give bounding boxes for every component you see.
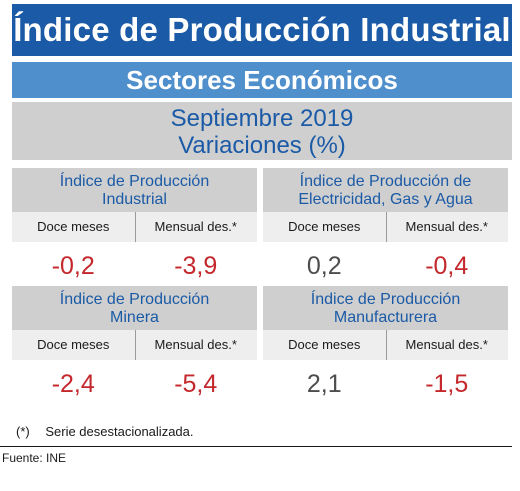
footnote: (*) Serie desestacionalizada. <box>16 424 194 439</box>
card-minera: Índice de Producción Minera Doce meses M… <box>12 286 257 410</box>
card-title-line2: Minera <box>110 309 159 326</box>
card-manufacturera: Índice de Producción Manufacturera Doce … <box>263 286 508 410</box>
source-label: Fuente: INE <box>2 451 67 465</box>
column-header-mensual: Mensual des.* <box>154 219 237 234</box>
card-industrial: Índice de Producción Industrial Doce mes… <box>12 168 257 292</box>
footnote-text: Serie desestacionalizada. <box>45 424 194 439</box>
value-mensual: -0,4 <box>425 252 469 280</box>
column-header-doce-meses: Doce meses <box>288 219 361 234</box>
card-title-line1: Índice de Producción de <box>299 173 472 190</box>
card-title: Índice de Producción Manufacturera <box>263 286 508 330</box>
subtitle-banner: Sectores Económicos <box>12 62 512 98</box>
value-mensual: -3,9 <box>174 252 218 280</box>
card-electricidad: Índice de Producción de Electricidad, Ga… <box>263 168 508 292</box>
main-title-banner: Índice de Producción Industrial <box>12 4 512 56</box>
period-month: Septiembre 2019 <box>170 105 354 132</box>
value-mensual: -5,4 <box>174 370 218 398</box>
card-title-line1: Índice de Producción <box>59 291 210 308</box>
footnote-mark: (*) <box>16 424 30 439</box>
column-divider <box>385 212 387 242</box>
card-title: Índice de Producción de Electricidad, Ga… <box>263 168 508 212</box>
column-divider <box>134 330 136 360</box>
period-unit: Variaciones (%) <box>178 132 346 159</box>
card-title-line2: Manufacturera <box>333 309 438 326</box>
card-title-line1: Índice de Producción <box>59 173 210 190</box>
card-title: Índice de Producción Minera <box>12 286 257 330</box>
period-header: Septiembre 2019 Variaciones (%) <box>12 102 512 160</box>
column-divider <box>134 212 136 242</box>
card-title-line2: Electricidad, Gas y Agua <box>298 191 473 208</box>
column-divider <box>385 330 387 360</box>
value-mensual: -1,5 <box>425 370 469 398</box>
main-title: Índice de Producción Industrial <box>13 11 511 48</box>
column-header-mensual: Mensual des.* <box>154 337 237 352</box>
subtitle: Sectores Económicos <box>126 64 398 95</box>
column-header-mensual: Mensual des.* <box>405 337 488 352</box>
column-header-mensual: Mensual des.* <box>405 219 488 234</box>
column-header-doce-meses: Doce meses <box>37 219 110 234</box>
card-title-line1: Índice de Producción <box>310 291 461 308</box>
divider-line <box>0 446 512 447</box>
value-doce-meses: 2,1 <box>306 370 342 398</box>
value-doce-meses: -2,4 <box>51 370 95 398</box>
card-title: Índice de Producción Industrial <box>12 168 257 212</box>
column-header-doce-meses: Doce meses <box>288 337 361 352</box>
value-doce-meses: 0,2 <box>306 252 342 280</box>
value-doce-meses: -0,2 <box>51 252 95 280</box>
card-title-line2: Industrial <box>102 191 167 208</box>
column-header-doce-meses: Doce meses <box>37 337 110 352</box>
